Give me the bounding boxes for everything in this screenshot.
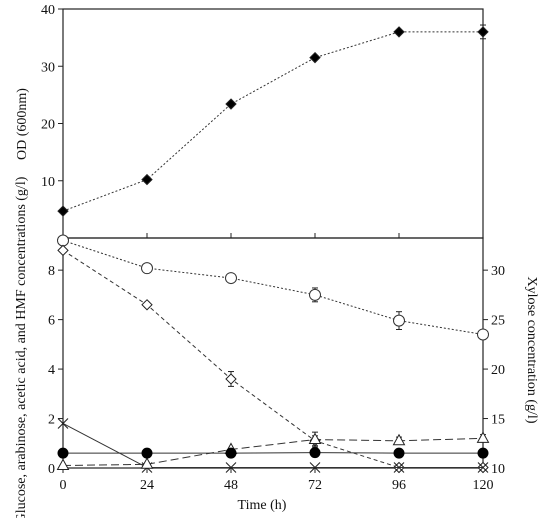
data-point — [309, 447, 321, 459]
top-panel-series — [57, 24, 489, 217]
top-y-tick-label: 10 — [41, 175, 55, 190]
data-point — [309, 51, 321, 64]
x-axis-title: Time (h) — [238, 498, 287, 513]
data-point — [141, 447, 153, 459]
plot-frames — [62, 8, 484, 469]
concentration-series — [57, 244, 489, 474]
cross-stroke — [309, 462, 321, 473]
data-point — [141, 262, 153, 275]
bottom-y-tick-label: 8 — [48, 264, 55, 279]
x-tick-label: 48 — [224, 478, 238, 493]
data-point — [141, 299, 153, 311]
right-y-tick-label: 30 — [491, 264, 505, 279]
od-series-line — [62, 31, 483, 212]
data-point — [57, 418, 69, 429]
cross-stroke — [393, 462, 405, 473]
x-tick-label: 120 — [473, 478, 494, 493]
data-point — [57, 244, 69, 257]
data-point — [225, 462, 237, 473]
cross-stroke — [57, 418, 69, 429]
data-point — [225, 98, 237, 110]
data-point — [56, 458, 70, 471]
bottom-y-tick-label: 2 — [48, 413, 55, 428]
data-point — [393, 447, 405, 459]
concentration-series — [57, 234, 489, 341]
cross-stroke — [225, 462, 237, 473]
concentration-series — [56, 431, 490, 471]
data-point — [477, 328, 489, 341]
data-point — [57, 447, 69, 459]
concentration-series-line — [62, 239, 484, 335]
top-y-tick-label: 40 — [41, 3, 55, 18]
concentration-series-line — [62, 423, 483, 469]
data-point — [392, 433, 406, 446]
bottom-y-tick-label: 0 — [48, 462, 55, 477]
data-point — [225, 272, 237, 285]
data-point — [309, 288, 321, 301]
x-tick-label: 96 — [392, 478, 406, 493]
x-tick-label: 0 — [60, 478, 67, 493]
data-point — [140, 457, 154, 469]
top-y-axis-title: OD (600nm) — [15, 88, 30, 160]
bottom-y-tick-label: 6 — [48, 314, 55, 329]
od-series — [57, 24, 489, 217]
right-y-tick-label: 25 — [491, 314, 505, 329]
bottom-panel-series — [56, 234, 490, 474]
concentration-series — [57, 447, 489, 459]
x-tick-label: 72 — [308, 478, 322, 493]
concentration-series-line — [62, 437, 484, 467]
data-point — [477, 462, 489, 473]
right-y-axis-title: Xylose concentration (g/l) — [524, 277, 539, 424]
data-point — [57, 205, 69, 217]
axis-ticks — [58, 8, 488, 473]
concentration-series-line — [62, 249, 483, 469]
data-point — [308, 432, 322, 445]
data-point — [477, 26, 489, 38]
data-point — [141, 173, 153, 186]
data-point — [225, 447, 237, 459]
data-point — [309, 462, 321, 473]
top-y-tick-label: 20 — [41, 118, 55, 133]
data-point — [393, 462, 405, 473]
right-y-tick-label: 10 — [491, 462, 505, 477]
x-tick-label: 24 — [140, 478, 154, 493]
top-plot-frame — [62, 8, 484, 239]
bottom-y-tick-label: 4 — [48, 363, 55, 378]
right-y-tick-label: 20 — [491, 363, 505, 378]
bottom-y-axis-title: Glucose, arabinose, acetic acid, and HMF… — [14, 176, 29, 518]
data-point — [476, 431, 490, 443]
data-point — [477, 447, 489, 459]
data-point — [393, 314, 405, 327]
data-point — [225, 373, 237, 385]
data-point — [393, 26, 405, 38]
cross-stroke — [477, 462, 489, 473]
bottom-plot-frame — [62, 237, 484, 469]
right-y-tick-label: 15 — [491, 413, 505, 428]
data-point — [57, 234, 69, 247]
concentration-series — [57, 418, 489, 473]
top-y-tick-label: 30 — [41, 60, 55, 75]
